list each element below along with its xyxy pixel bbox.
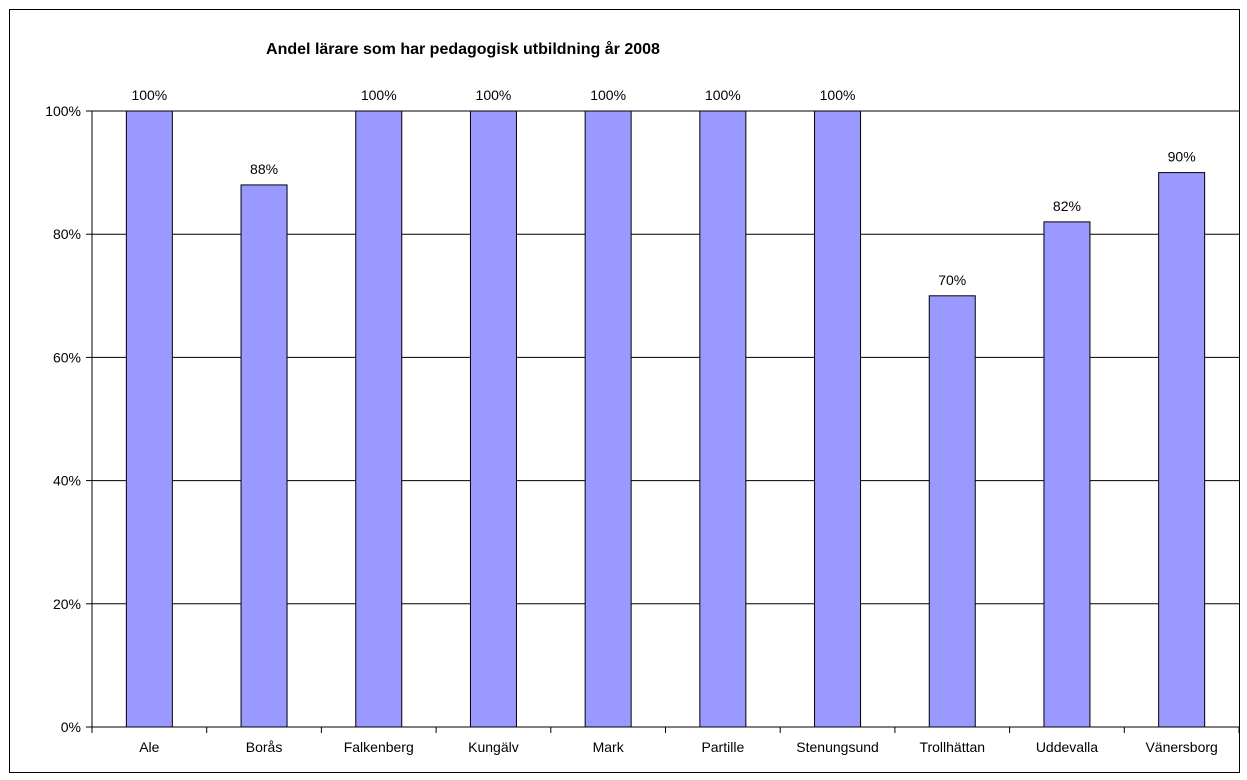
bar (125, 110, 173, 728)
x-tick-label: Borås (246, 739, 283, 755)
labels: 0% 20% 40% 60% 80% 100% 100% 88% 100% 100% 100% 100… (45, 87, 1218, 755)
data-label: 100% (705, 87, 741, 103)
x-tick-label: Trollhättan (919, 739, 985, 755)
data-label: 100% (820, 87, 856, 103)
chart-title: Andel lärare som har pedagogisk utbildni… (266, 40, 660, 58)
bar (699, 110, 747, 728)
data-label: 82% (1053, 198, 1081, 214)
bar (814, 110, 862, 728)
x-tick-label: Falkenberg (344, 739, 414, 755)
x-tick-label: Vänersborg (1145, 739, 1217, 755)
bar-chart: Andel lärare som har pedagogisk utbildni… (45, 40, 1240, 755)
y-tick-label: 60% (53, 349, 81, 365)
y-tick-label: 100% (45, 103, 81, 119)
y-tick-label: 80% (53, 226, 81, 242)
bar (584, 110, 632, 728)
y-tick-label: 20% (53, 596, 81, 612)
data-label: 70% (938, 272, 966, 288)
bars (125, 110, 1206, 728)
y-tick-label: 40% (53, 473, 81, 489)
x-tick-label: Stenungsund (796, 739, 879, 755)
chart-area: Andel lärare som har pedagogisk utbildni… (9, 9, 1240, 773)
bar (1158, 172, 1206, 728)
x-tick-label: Kungälv (468, 739, 519, 755)
bar (355, 110, 403, 728)
x-tick-label: Partille (701, 739, 744, 755)
data-label: 100% (476, 87, 512, 103)
data-label: 100% (131, 87, 167, 103)
bar (1043, 221, 1091, 728)
x-tick-label: Mark (593, 739, 625, 755)
x-tick-label: Uddevalla (1036, 739, 1098, 755)
y-tick-label: 0% (61, 719, 81, 735)
data-label: 88% (250, 161, 278, 177)
data-label: 90% (1168, 149, 1196, 165)
x-tick-label: Ale (139, 739, 159, 755)
bar (469, 110, 517, 728)
bar (928, 295, 976, 728)
data-label: 100% (361, 87, 397, 103)
data-label: 100% (590, 87, 626, 103)
bar (240, 184, 288, 728)
axes (86, 110, 1240, 733)
